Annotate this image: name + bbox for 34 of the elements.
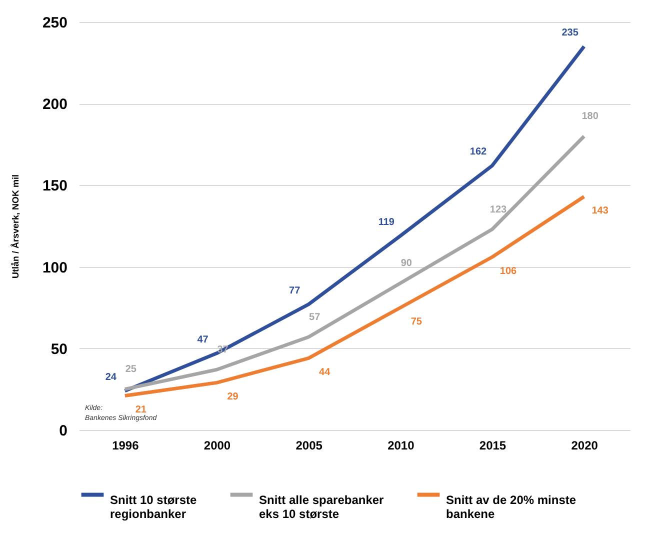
x-tick-label: 2020 [571,438,598,452]
line-series [123,134,586,391]
y-tick-label: 150 [42,178,68,195]
data-label: 44 [319,367,331,378]
legend-label: Snitt alle sparebanker eks 10 største [259,492,384,521]
data-label: 162 [470,146,488,158]
y-tick-label: 100 [42,259,68,276]
legend-label: Snitt av de 20% minste bankene [446,492,576,521]
x-tick-label: 2010 [388,438,415,452]
x-tick-label: 2015 [479,438,506,452]
data-label: 57 [309,312,321,323]
data-label: 235 [562,27,579,38]
data-label: 77 [289,285,301,296]
y-tick-label: 0 [59,422,68,440]
data-label: 143 [592,206,609,217]
data-label: 119 [378,216,395,228]
y-axis-title: Utlån / Årsverk, NOK mil [10,174,20,279]
x-tick-label: 2005 [296,438,323,452]
data-label: 180 [582,111,599,122]
data-label: 25 [125,364,137,376]
data-label: 75 [410,316,422,328]
data-label: 24 [105,372,117,383]
x-tick-label: 2000 [204,438,231,452]
x-tick-label: 1996 [112,438,140,452]
y-tick-label: 50 [50,340,68,358]
legend-label: Snitt 10 største regionbanker [110,492,198,521]
data-label: 47 [197,334,209,346]
data-label: 90 [400,258,412,270]
y-tick-label: 200 [42,96,68,114]
data-label: 123 [490,204,508,216]
data-label: 29 [227,392,239,403]
y-tick-label: 250 [42,14,68,32]
data-label: 106 [500,266,518,278]
data-label: 21 [135,404,147,416]
